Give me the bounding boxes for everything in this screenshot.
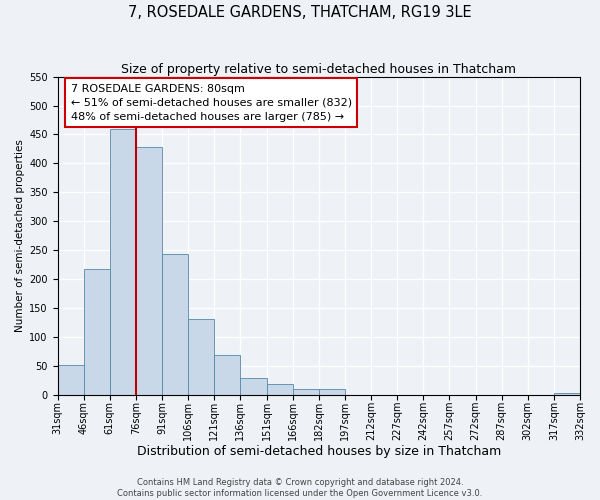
Bar	[188, 320, 214, 394]
Text: Contains HM Land Registry data © Crown copyright and database right 2024.
Contai: Contains HM Land Registry data © Crown c…	[118, 478, 482, 498]
Bar	[162, 254, 188, 394]
Bar	[266, 384, 293, 394]
Text: 7 ROSEDALE GARDENS: 80sqm
← 51% of semi-detached houses are smaller (832)
48% of: 7 ROSEDALE GARDENS: 80sqm ← 51% of semi-…	[71, 84, 352, 122]
Bar	[214, 356, 241, 395]
Title: Size of property relative to semi-detached houses in Thatcham: Size of property relative to semi-detach…	[121, 62, 516, 76]
X-axis label: Distribution of semi-detached houses by size in Thatcham: Distribution of semi-detached houses by …	[137, 444, 501, 458]
Text: 7, ROSEDALE GARDENS, THATCHAM, RG19 3LE: 7, ROSEDALE GARDENS, THATCHAM, RG19 3LE	[128, 5, 472, 20]
Y-axis label: Number of semi-detached properties: Number of semi-detached properties	[15, 139, 25, 332]
Bar	[83, 268, 110, 394]
Bar	[110, 128, 136, 394]
Bar	[58, 364, 83, 394]
Bar	[319, 389, 345, 394]
Bar	[241, 378, 266, 394]
Bar	[293, 389, 319, 394]
Bar	[136, 147, 162, 394]
